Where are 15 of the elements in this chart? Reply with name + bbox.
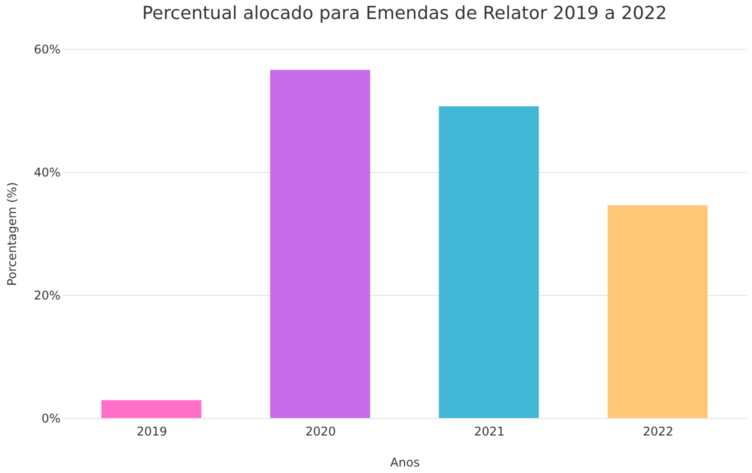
x-tick-label: 2021 — [474, 424, 505, 438]
x-tick-label: 2020 — [305, 424, 336, 438]
y-tick-label: 40% — [34, 166, 60, 180]
x-tick-label: 2022 — [642, 424, 674, 438]
x-tick-label: 2019 — [136, 424, 168, 438]
y-tick-label: 0% — [41, 412, 60, 426]
x-axis-title: Anos — [390, 456, 420, 470]
y-axis-title: Porcentagem (%) — [4, 182, 19, 286]
y-tick-label: 20% — [34, 288, 60, 302]
bar — [101, 400, 202, 418]
bar — [608, 205, 708, 418]
bar — [438, 106, 539, 418]
bar — [270, 70, 370, 418]
chart-title: Percentual alocado para Emendas de Relator 2019 a 2022 — [142, 3, 667, 24]
y-tick-label: 60% — [34, 42, 60, 56]
